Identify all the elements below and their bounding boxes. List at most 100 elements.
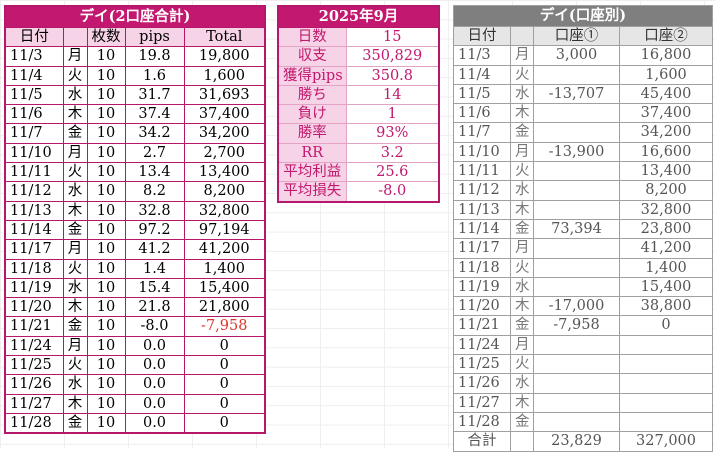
date-cell[interactable]: 11/4 — [453, 64, 511, 85]
summary-value[interactable]: 93% — [345, 123, 440, 144]
lots-cell[interactable]: 10 — [86, 84, 126, 106]
total-label[interactable]: 合計 — [453, 431, 511, 452]
header-account-1[interactable]: 口座① — [533, 25, 620, 47]
lots-cell[interactable]: 10 — [86, 258, 126, 279]
date-cell[interactable]: 11/21 — [4, 316, 64, 337]
date-cell[interactable]: 11/19 — [4, 277, 64, 299]
weekday-cell[interactable]: 金 — [510, 315, 534, 336]
lots-cell[interactable]: 10 — [86, 393, 126, 414]
date-cell[interactable]: 11/28 — [4, 412, 64, 434]
account-2-cell[interactable]: 15,400 — [618, 276, 714, 298]
total-cell[interactable]: 41,200 — [183, 239, 266, 260]
account-2-cell[interactable]: 1,600 — [618, 64, 714, 85]
lots-cell[interactable]: 10 — [86, 412, 126, 434]
pips-cell[interactable]: 0.0 — [124, 412, 185, 434]
date-cell[interactable]: 11/14 — [4, 219, 64, 241]
total-cell[interactable]: 32,800 — [183, 200, 266, 221]
weekday-cell[interactable]: 水 — [62, 84, 88, 106]
account-2-cell[interactable]: 16,600 — [618, 141, 714, 163]
header-date[interactable]: 日付 — [453, 25, 511, 47]
summary-value[interactable]: 14 — [345, 84, 440, 106]
weekday-cell[interactable]: 水 — [62, 277, 88, 299]
account-1-cell[interactable] — [533, 199, 620, 220]
weekday-cell[interactable]: 金 — [510, 218, 534, 240]
date-cell[interactable]: 11/6 — [4, 104, 64, 125]
account-1-cell[interactable]: -17,000 — [533, 296, 620, 317]
account-2-cell[interactable]: 38,800 — [618, 296, 714, 317]
weekday-cell[interactable]: 木 — [510, 296, 534, 317]
total-cell[interactable]: 97,194 — [183, 219, 266, 241]
account-2-cell[interactable]: 23,800 — [618, 218, 714, 240]
account-2-cell[interactable]: 34,200 — [618, 122, 714, 143]
date-cell[interactable]: 11/5 — [453, 83, 511, 105]
pips-cell[interactable]: 19.8 — [124, 46, 185, 67]
weekday-cell[interactable]: 火 — [62, 162, 88, 183]
weekday-cell[interactable]: 水 — [510, 373, 534, 394]
account-1-cell[interactable]: 73,394 — [533, 218, 620, 240]
header-dow[interactable] — [62, 26, 88, 48]
date-cell[interactable]: 11/28 — [453, 411, 511, 433]
date-cell[interactable]: 11/26 — [4, 374, 64, 395]
summary-label[interactable]: 勝ち — [277, 84, 347, 106]
summary-label[interactable]: 平均利益 — [277, 162, 347, 183]
total-cell[interactable]: 37,400 — [183, 104, 266, 125]
account-1-cell[interactable] — [533, 257, 620, 278]
header-date[interactable]: 日付 — [4, 26, 64, 48]
account-1-cell[interactable] — [533, 354, 620, 375]
lots-cell[interactable]: 10 — [86, 374, 126, 395]
date-cell[interactable]: 11/6 — [453, 103, 511, 124]
date-cell[interactable]: 11/27 — [453, 392, 511, 413]
account-2-cell[interactable] — [618, 411, 714, 433]
pips-cell[interactable]: 0.0 — [124, 355, 185, 376]
weekday-cell[interactable]: 水 — [510, 276, 534, 298]
total-cell[interactable]: 31,693 — [183, 84, 266, 106]
weekday-cell[interactable]: 木 — [510, 199, 534, 220]
total-cell[interactable]: -7,958 — [183, 316, 266, 337]
weekday-cell[interactable]: 水 — [62, 374, 88, 395]
date-cell[interactable]: 11/13 — [453, 199, 511, 220]
weekday-cell[interactable]: 金 — [62, 412, 88, 434]
account-1-cell[interactable] — [533, 122, 620, 143]
date-cell[interactable]: 11/13 — [4, 200, 64, 221]
summary-label[interactable]: 獲得pips — [277, 65, 347, 86]
account-1-cell[interactable]: -13,900 — [533, 141, 620, 163]
weekday-cell[interactable]: 木 — [510, 103, 534, 124]
per-account-title[interactable]: デイ(口座別) — [452, 5, 714, 27]
account-1-cell[interactable] — [533, 64, 620, 85]
account-1-cell[interactable] — [533, 411, 620, 433]
total-cell[interactable]: 0 — [183, 412, 266, 434]
date-cell[interactable]: 11/12 — [4, 181, 64, 202]
weekday-cell[interactable]: 木 — [62, 200, 88, 221]
combined-table-title[interactable]: デイ(2口座合計) — [4, 5, 266, 28]
weekday-cell[interactable]: 水 — [510, 180, 534, 201]
account-2-cell[interactable]: 1,400 — [618, 257, 714, 278]
summary-label[interactable]: 平均損失 — [277, 181, 347, 203]
weekday-cell[interactable]: 月 — [62, 46, 88, 67]
date-cell[interactable]: 11/3 — [453, 45, 511, 66]
account-2-cell[interactable]: 32,800 — [618, 199, 714, 220]
total-cell[interactable]: 13,400 — [183, 162, 266, 183]
date-cell[interactable]: 11/25 — [453, 354, 511, 375]
total-cell[interactable]: 8,200 — [183, 181, 266, 202]
pips-cell[interactable]: 37.4 — [124, 104, 185, 125]
date-cell[interactable]: 11/24 — [453, 334, 511, 356]
weekday-cell[interactable]: 金 — [62, 316, 88, 337]
date-cell[interactable]: 11/25 — [4, 355, 64, 376]
pips-cell[interactable]: 15.4 — [124, 277, 185, 299]
header-pips[interactable]: pips — [124, 26, 185, 48]
weekday-cell[interactable]: 金 — [62, 219, 88, 241]
weekday-cell[interactable]: 火 — [62, 355, 88, 376]
pips-cell[interactable]: 41.2 — [124, 239, 185, 260]
total-cell[interactable]: 0 — [183, 335, 266, 357]
account-1-cell[interactable] — [533, 392, 620, 413]
pips-cell[interactable]: 32.8 — [124, 200, 185, 221]
weekday-cell[interactable]: 月 — [62, 142, 88, 164]
summary-value[interactable]: 350,829 — [345, 46, 440, 67]
total-cell[interactable]: 0 — [183, 374, 266, 395]
date-cell[interactable]: 11/10 — [453, 141, 511, 163]
weekday-cell[interactable]: 木 — [510, 392, 534, 413]
weekday-cell[interactable]: 火 — [510, 64, 534, 85]
lots-cell[interactable]: 10 — [86, 162, 126, 183]
date-cell[interactable]: 11/7 — [453, 122, 511, 143]
date-cell[interactable]: 11/3 — [4, 46, 64, 67]
